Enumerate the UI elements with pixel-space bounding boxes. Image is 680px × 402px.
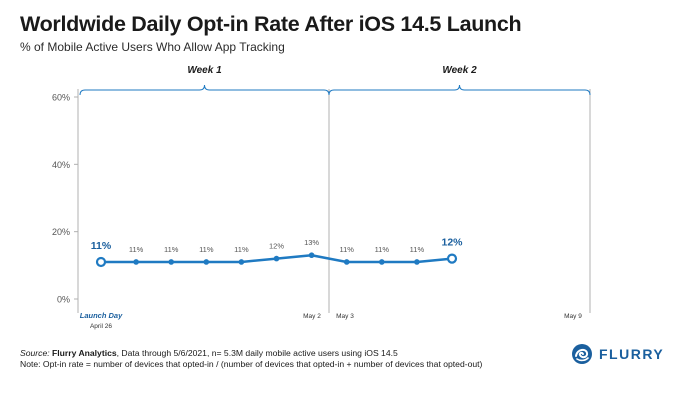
- data-point: [168, 259, 174, 265]
- y-tick-label: 0%: [57, 295, 70, 305]
- flurry-swirl-icon: [572, 344, 592, 364]
- flurry-logo: FLURRY: [571, 343, 664, 365]
- data-label: 11%: [91, 240, 112, 252]
- week-bracket: [79, 84, 330, 96]
- data-label: 12%: [269, 242, 284, 251]
- data-point: [238, 259, 245, 265]
- data-point: [343, 259, 350, 265]
- data-label: 11%: [199, 245, 214, 254]
- y-tick-label: 20%: [52, 227, 70, 237]
- y-tick-label: 60%: [52, 93, 70, 103]
- data-label: 11%: [339, 245, 354, 254]
- x-annotation-label: May 2: [303, 313, 321, 320]
- data-label: 11%: [129, 245, 144, 254]
- x-annotation-label: April 26: [90, 323, 112, 330]
- source-text: , Data through 5/6/2021, n= 5.3M daily m…: [116, 348, 398, 358]
- data-label: 11%: [375, 245, 390, 254]
- x-annotation-label: Launch Day: [80, 311, 123, 320]
- data-label: 12%: [441, 237, 463, 249]
- data-point: [203, 259, 210, 265]
- x-annotation-label: May 9: [564, 313, 582, 320]
- chart-subtitle: % of Mobile Active Users Who Allow App T…: [20, 40, 285, 54]
- week-label: Week 2: [442, 65, 477, 76]
- x-annotation-label: May 3: [336, 313, 354, 320]
- data-point-highlight: [95, 256, 107, 268]
- week-label: Week 1: [187, 65, 222, 76]
- data-point: [414, 259, 420, 265]
- data-point: [133, 259, 139, 265]
- week-bracket: [328, 84, 591, 96]
- footer-notes: Source: Flurry Analytics, Data through 5…: [20, 348, 482, 370]
- data-point: [308, 252, 315, 259]
- logo-text: FLURRY: [599, 346, 665, 362]
- source-label: Source:: [20, 348, 50, 358]
- data-point-highlight: [446, 253, 458, 264]
- data-label: 11%: [234, 245, 249, 254]
- data-point: [273, 255, 280, 262]
- data-label: 11%: [410, 245, 425, 254]
- data-label: 13%: [304, 238, 319, 247]
- y-tick-label: 40%: [52, 160, 70, 170]
- note-line: Note: Opt-in rate = number of devices th…: [20, 359, 483, 369]
- data-label: 11%: [164, 245, 179, 254]
- chart-title: Worldwide Daily Opt-in Rate After iOS 14…: [20, 12, 522, 36]
- data-point: [379, 259, 385, 265]
- source-line: Source: Flurry Analytics, Data through 5…: [20, 348, 482, 359]
- source-name: Flurry Analytics: [52, 348, 117, 358]
